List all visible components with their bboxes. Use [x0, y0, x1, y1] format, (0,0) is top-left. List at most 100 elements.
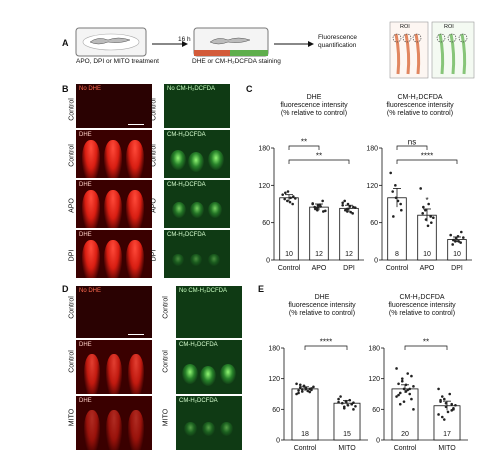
row-label: Control — [162, 296, 170, 319]
data-point — [312, 385, 315, 389]
data-point — [346, 202, 350, 206]
data-point — [346, 210, 349, 213]
category-label: DPI — [343, 265, 355, 272]
data-point — [316, 206, 319, 210]
data-point — [349, 210, 352, 214]
micrograph-green-dpi: CM-H₂DCFDA — [164, 230, 230, 278]
data-point — [316, 203, 320, 207]
data-point — [456, 235, 460, 238]
data-point — [408, 392, 412, 396]
row-label: Control — [150, 144, 158, 167]
data-point — [429, 215, 432, 218]
data-point — [298, 386, 302, 389]
category-label: Control — [294, 445, 317, 452]
data-point — [426, 224, 430, 228]
n-label: 12 — [315, 251, 323, 258]
quantification-label: Fluorescence quantification — [318, 34, 358, 49]
data-point — [314, 207, 317, 211]
data-point — [419, 187, 422, 190]
y-tick-label: 60 — [272, 407, 280, 414]
data-point — [292, 195, 295, 198]
data-point — [395, 395, 398, 398]
data-point — [451, 243, 454, 246]
data-point — [337, 397, 340, 401]
data-point — [346, 207, 349, 211]
significance-label: ** — [316, 152, 322, 161]
row-label: Control — [68, 144, 76, 167]
data-point — [319, 205, 322, 208]
data-point — [442, 418, 446, 421]
data-point — [430, 221, 433, 224]
data-point — [450, 409, 454, 412]
y-tick-label: 60 — [370, 220, 378, 227]
data-point — [412, 408, 415, 411]
data-point — [339, 395, 342, 398]
row-label: MITO — [68, 408, 76, 427]
arrow-icon — [152, 41, 188, 47]
micrograph-red-control: DHE — [76, 130, 152, 178]
data-point — [395, 367, 398, 370]
data-point — [288, 200, 292, 204]
panel-d-label: D — [62, 284, 69, 294]
micrograph-red-control: DHE — [76, 340, 152, 394]
y-tick-label: 60 — [262, 220, 270, 227]
data-point — [389, 171, 392, 175]
micrograph-red-apo: DHE — [76, 180, 152, 228]
data-point — [391, 190, 394, 193]
data-point — [454, 236, 458, 240]
n-label: 20 — [401, 431, 409, 438]
data-point — [442, 397, 446, 401]
y-tick-label: 120 — [258, 183, 270, 190]
panel-a-label: A — [62, 38, 69, 48]
data-point — [297, 389, 300, 392]
data-point — [281, 193, 284, 196]
panel-b-label: B — [62, 84, 69, 94]
data-point — [344, 208, 347, 212]
data-point — [452, 407, 455, 410]
micrograph-red-no-dhe: No DHE — [76, 84, 152, 128]
y-tick-label: 120 — [268, 376, 280, 383]
n-label: 17 — [443, 431, 451, 438]
data-point — [410, 374, 413, 378]
data-point — [460, 230, 463, 234]
data-point — [398, 402, 402, 406]
category-label: DPI — [451, 265, 463, 272]
micrograph-red-no-dhe: No DHE — [76, 286, 152, 338]
y-tick-label: 0 — [266, 258, 270, 265]
row-label: APO — [150, 198, 158, 213]
n-label: 18 — [301, 431, 309, 438]
data-point — [410, 397, 413, 401]
significance-label: ns — [408, 138, 416, 147]
n-label: 10 — [285, 251, 293, 258]
data-point — [394, 196, 398, 200]
significance-bracket — [396, 145, 428, 150]
row-label: Control — [68, 98, 76, 121]
data-point — [449, 233, 452, 237]
data-point — [300, 390, 304, 393]
data-point — [304, 387, 308, 391]
y-tick-label: 120 — [366, 183, 378, 190]
data-point — [297, 391, 300, 395]
data-point — [396, 199, 400, 203]
panel-e-label: E — [258, 284, 265, 294]
micrograph-red-dpi: DHE — [76, 230, 152, 278]
data-point — [398, 391, 402, 395]
significance-bracket — [404, 345, 448, 350]
micrograph-green-apo: CM-H₂DCFDA — [164, 180, 230, 228]
data-point — [402, 387, 406, 391]
staining-label: DHE or CM-H₂DCFDA staining — [192, 58, 281, 65]
panel-c-label: C — [246, 84, 253, 94]
data-point — [440, 395, 444, 398]
row-label: APO — [68, 198, 76, 213]
y-tick-label: 180 — [366, 146, 378, 153]
micrograph-green-no-stain: No CM-H₂DCFDA — [176, 286, 242, 338]
y-tick-label: 0 — [376, 438, 380, 445]
significance-label: * — [425, 196, 428, 205]
data-point — [424, 208, 427, 212]
data-point — [437, 413, 440, 416]
chart-e-dhe: 0 60 120 180 18 Control 15 MITO **** — [268, 338, 368, 452]
n-label: 8 — [395, 251, 399, 258]
petri-dish-1 — [75, 27, 147, 57]
data-point — [354, 404, 357, 408]
